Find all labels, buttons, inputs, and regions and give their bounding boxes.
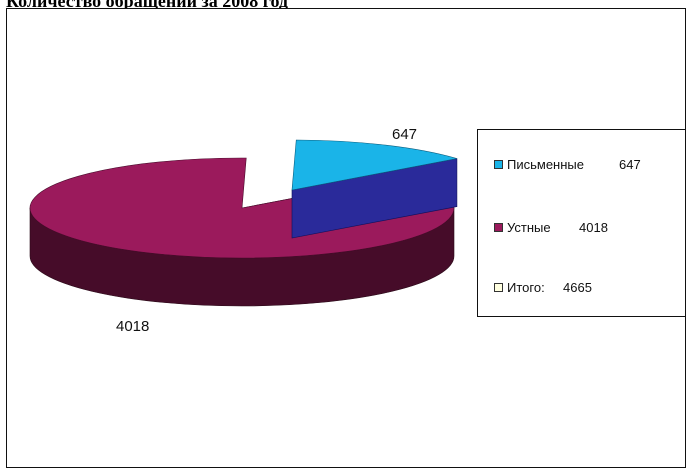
data-label-oral: 4018 — [116, 318, 149, 335]
pie-slice-written — [291, 139, 458, 191]
legend-label-written: Письменные — [507, 156, 584, 172]
data-label-written: 647 — [392, 126, 417, 143]
legend-swatch-written — [494, 159, 503, 169]
chart-title: Количество обращений за 2008 год — [6, 0, 289, 11]
legend-value-written: 647 — [619, 156, 641, 172]
legend-item-written: Письменные 647 — [494, 156, 641, 172]
pie-plot: 647 4018 — [29, 126, 458, 335]
legend-label-oral: Устные — [507, 219, 551, 235]
legend: Письменные 647 Устные 4018 Итого: 4665 — [477, 129, 686, 317]
legend-item-total: Итого: 4665 — [494, 279, 592, 295]
legend-swatch-oral — [494, 222, 503, 232]
legend-item-oral: Устные 4018 — [494, 219, 608, 235]
legend-value-oral: 4018 — [579, 219, 608, 235]
pie-chart: 647 4018 — [29, 126, 458, 335]
legend-swatch-total — [494, 282, 503, 292]
pie-slice-oral — [29, 157, 455, 259]
legend-value-total: 4665 — [563, 279, 592, 295]
legend-label-total: Итого: — [507, 279, 545, 295]
